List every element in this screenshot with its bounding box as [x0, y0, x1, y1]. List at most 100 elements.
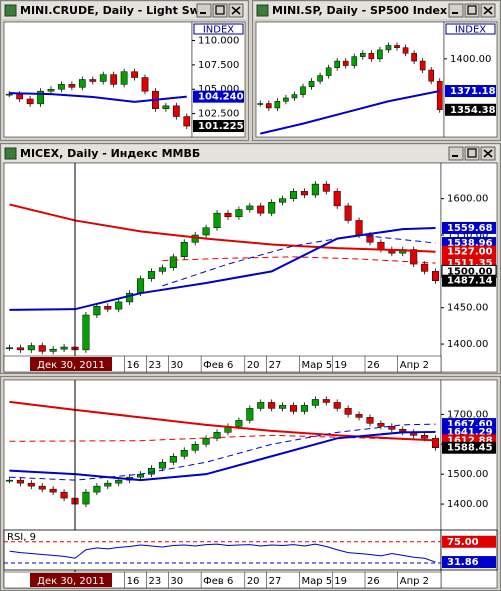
- crosshair-label: Дек 30, 2011: [37, 576, 105, 587]
- candle: [334, 60, 340, 69]
- candle: [172, 105, 180, 117]
- candle: [183, 116, 191, 127]
- candle: [410, 249, 418, 265]
- x-tick-label: 30: [170, 360, 183, 371]
- candle: [104, 306, 112, 310]
- candle: [274, 101, 281, 109]
- minimize-button[interactable]: [448, 3, 464, 18]
- candle: [428, 69, 434, 82]
- candle: [180, 242, 188, 258]
- y-tick-label: 1400.00: [450, 54, 491, 65]
- minimize-button[interactable]: [448, 146, 464, 161]
- title-bar: [2, 145, 499, 162]
- price-label: 1612.88: [447, 435, 493, 446]
- price-label-box: [442, 535, 496, 548]
- price-label: 1500.00: [447, 266, 493, 277]
- candle: [202, 438, 210, 445]
- candle: [377, 423, 385, 427]
- candle: [300, 86, 306, 95]
- candle: [180, 450, 188, 457]
- candle: [213, 432, 221, 439]
- x-tick-label: Апр 2: [400, 360, 429, 371]
- x-tick-label: 26: [367, 576, 380, 587]
- candle: [333, 402, 341, 409]
- candle: [191, 444, 199, 451]
- x-tick-label: 23: [148, 576, 161, 587]
- candle: [93, 306, 101, 316]
- title-bar: [2, 2, 247, 19]
- price-axis: [443, 21, 498, 138]
- candle: [115, 479, 123, 484]
- minimize-button[interactable]: [196, 3, 212, 18]
- window-title: MICEX, Daily - Индекс ММВБ: [20, 147, 200, 160]
- moving-average: [9, 423, 436, 481]
- candle: [147, 467, 156, 475]
- candle: [421, 435, 429, 439]
- x-tick-label: 16: [127, 360, 140, 371]
- candle: [60, 491, 68, 499]
- candle: [351, 56, 358, 66]
- button-glyph: [467, 148, 477, 158]
- y-tick-label: 1400.00: [447, 499, 488, 510]
- candle: [141, 77, 149, 92]
- rsi-title: RSI, 9: [7, 532, 36, 543]
- y-tick-label: 1600.00: [447, 194, 488, 205]
- price-label: 1371.18: [450, 86, 496, 97]
- candle: [344, 205, 352, 221]
- candle: [110, 74, 118, 85]
- moving-average: [9, 226, 436, 311]
- candle: [279, 198, 287, 203]
- moving-average: [9, 400, 436, 442]
- candle: [82, 491, 90, 505]
- candle: [366, 417, 374, 424]
- axis-caption: INDEX: [455, 25, 486, 36]
- crosshair-label-box: [30, 573, 113, 587]
- candle: [257, 103, 264, 105]
- candle: [169, 455, 177, 463]
- candle: [68, 84, 76, 88]
- window-icon: [4, 147, 17, 160]
- candle: [37, 90, 44, 105]
- candle: [377, 242, 385, 250]
- moving-average: [260, 90, 440, 135]
- candle: [402, 47, 409, 54]
- candle: [268, 402, 276, 409]
- y-tick-label: 110.000: [198, 36, 239, 47]
- window-icon: [4, 4, 17, 17]
- candle: [82, 314, 90, 351]
- x-tick-label: 16: [127, 576, 140, 587]
- moving-average: [9, 203, 436, 253]
- candle: [27, 482, 35, 487]
- candle: [268, 202, 276, 214]
- price-label: 1511.35: [447, 258, 493, 269]
- candle: [47, 88, 55, 92]
- price-label-box: [442, 556, 496, 569]
- candle: [368, 53, 375, 60]
- candle: [120, 71, 128, 85]
- candle: [158, 267, 166, 272]
- price-label-box: [193, 120, 244, 133]
- candle: [89, 79, 97, 82]
- candle: [289, 405, 298, 412]
- candle: [421, 263, 429, 272]
- candle: [26, 98, 34, 105]
- y-tick-label: 107.500: [198, 60, 239, 71]
- candle: [16, 479, 24, 484]
- candle: [289, 191, 298, 199]
- candle: [93, 485, 101, 493]
- candle: [49, 488, 57, 493]
- candle: [300, 191, 308, 196]
- x-tick-label: 19: [334, 360, 347, 371]
- candle: [115, 301, 123, 310]
- price-label-box: [445, 103, 496, 116]
- candle: [311, 183, 319, 196]
- candle: [99, 74, 107, 82]
- candle: [202, 227, 210, 236]
- candle: [385, 45, 392, 51]
- candle: [235, 420, 243, 427]
- price-label-box: [442, 245, 496, 258]
- candle: [342, 60, 349, 66]
- axis-caption-box: [193, 23, 244, 35]
- price-label: 1487.14: [447, 276, 493, 287]
- price-label-box: [442, 441, 496, 454]
